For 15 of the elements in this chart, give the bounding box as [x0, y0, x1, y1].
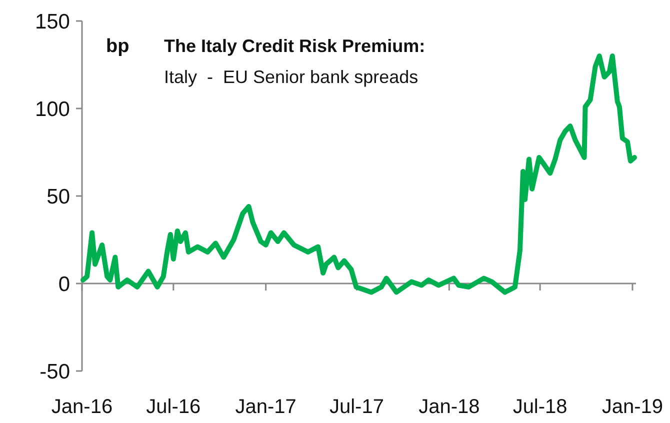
y-tick-label: 0 — [58, 272, 70, 296]
x-tick-label: Jan-18 — [418, 396, 480, 418]
x-tick-label: Jan-19 — [602, 396, 664, 418]
x-tick-label: Jul-16 — [146, 396, 201, 418]
x-tick-label: Jul-18 — [512, 396, 568, 418]
x-tick-label: Jul-17 — [330, 396, 384, 418]
x-tick-label: Jan-17 — [235, 396, 296, 418]
y-tick-label: 100 — [34, 98, 70, 121]
x-tick-label: Jan-16 — [51, 396, 113, 418]
text: The Italy Credit Risk Premium: — [164, 36, 426, 56]
text: Italy - EU Senior bank spreads — [164, 67, 418, 87]
y-tick-label: -50 — [40, 360, 70, 384]
y-tick-label: 50 — [46, 185, 70, 208]
y-tick-label: 150 — [34, 10, 70, 34]
y-axis-title: bp — [106, 36, 130, 57]
